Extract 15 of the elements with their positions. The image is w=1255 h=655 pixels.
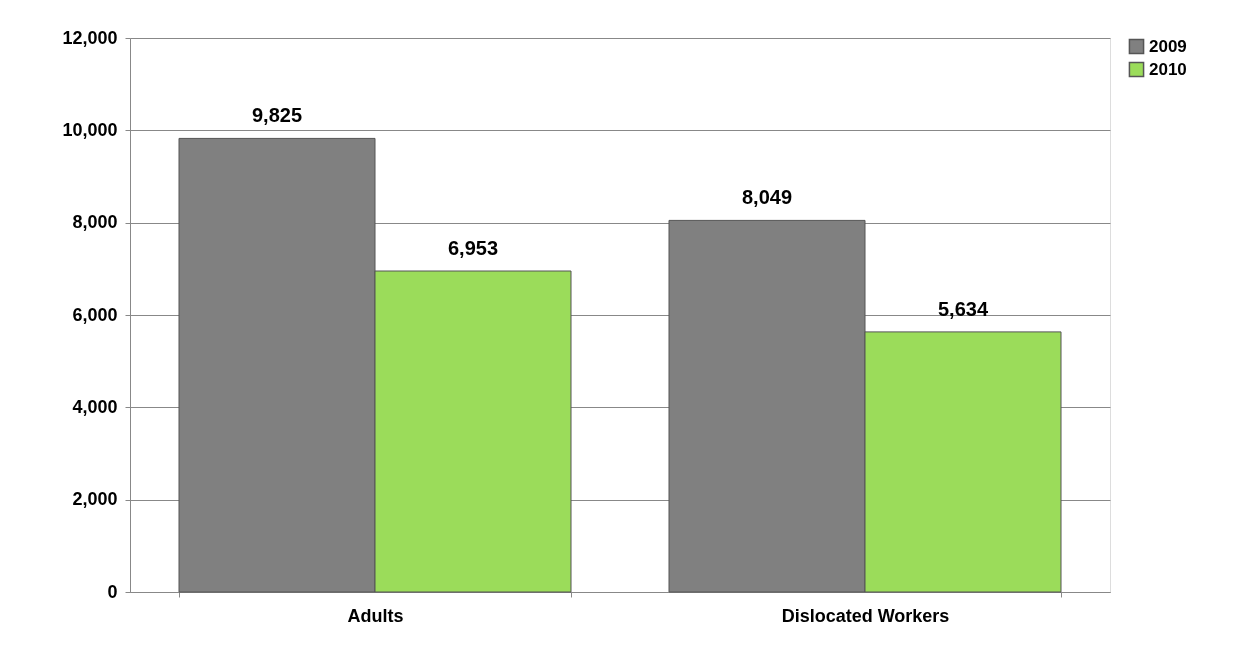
data-label: 8,049 (741, 186, 793, 209)
y-tick-label: 4,000 (72, 396, 118, 417)
legend-label: 2009 (1149, 36, 1187, 56)
y-tick-label: 12,000 (62, 27, 118, 48)
y-tick-label: 0 (107, 581, 118, 602)
legend-label: 2010 (1149, 59, 1187, 79)
data-label: 6,953 (447, 237, 499, 259)
y-tick-label: 8,000 (72, 212, 118, 233)
data-label: 9,825 (251, 104, 303, 127)
y-tick-label: 6,000 (72, 304, 118, 325)
y-tick-label: 10,000 (62, 119, 118, 140)
x-tick-label: Dislocated Workers (781, 605, 950, 626)
data-label: 5,634 (937, 297, 989, 320)
x-tick-label: Adults (347, 605, 404, 626)
y-tick-label: 2,000 (72, 489, 118, 510)
